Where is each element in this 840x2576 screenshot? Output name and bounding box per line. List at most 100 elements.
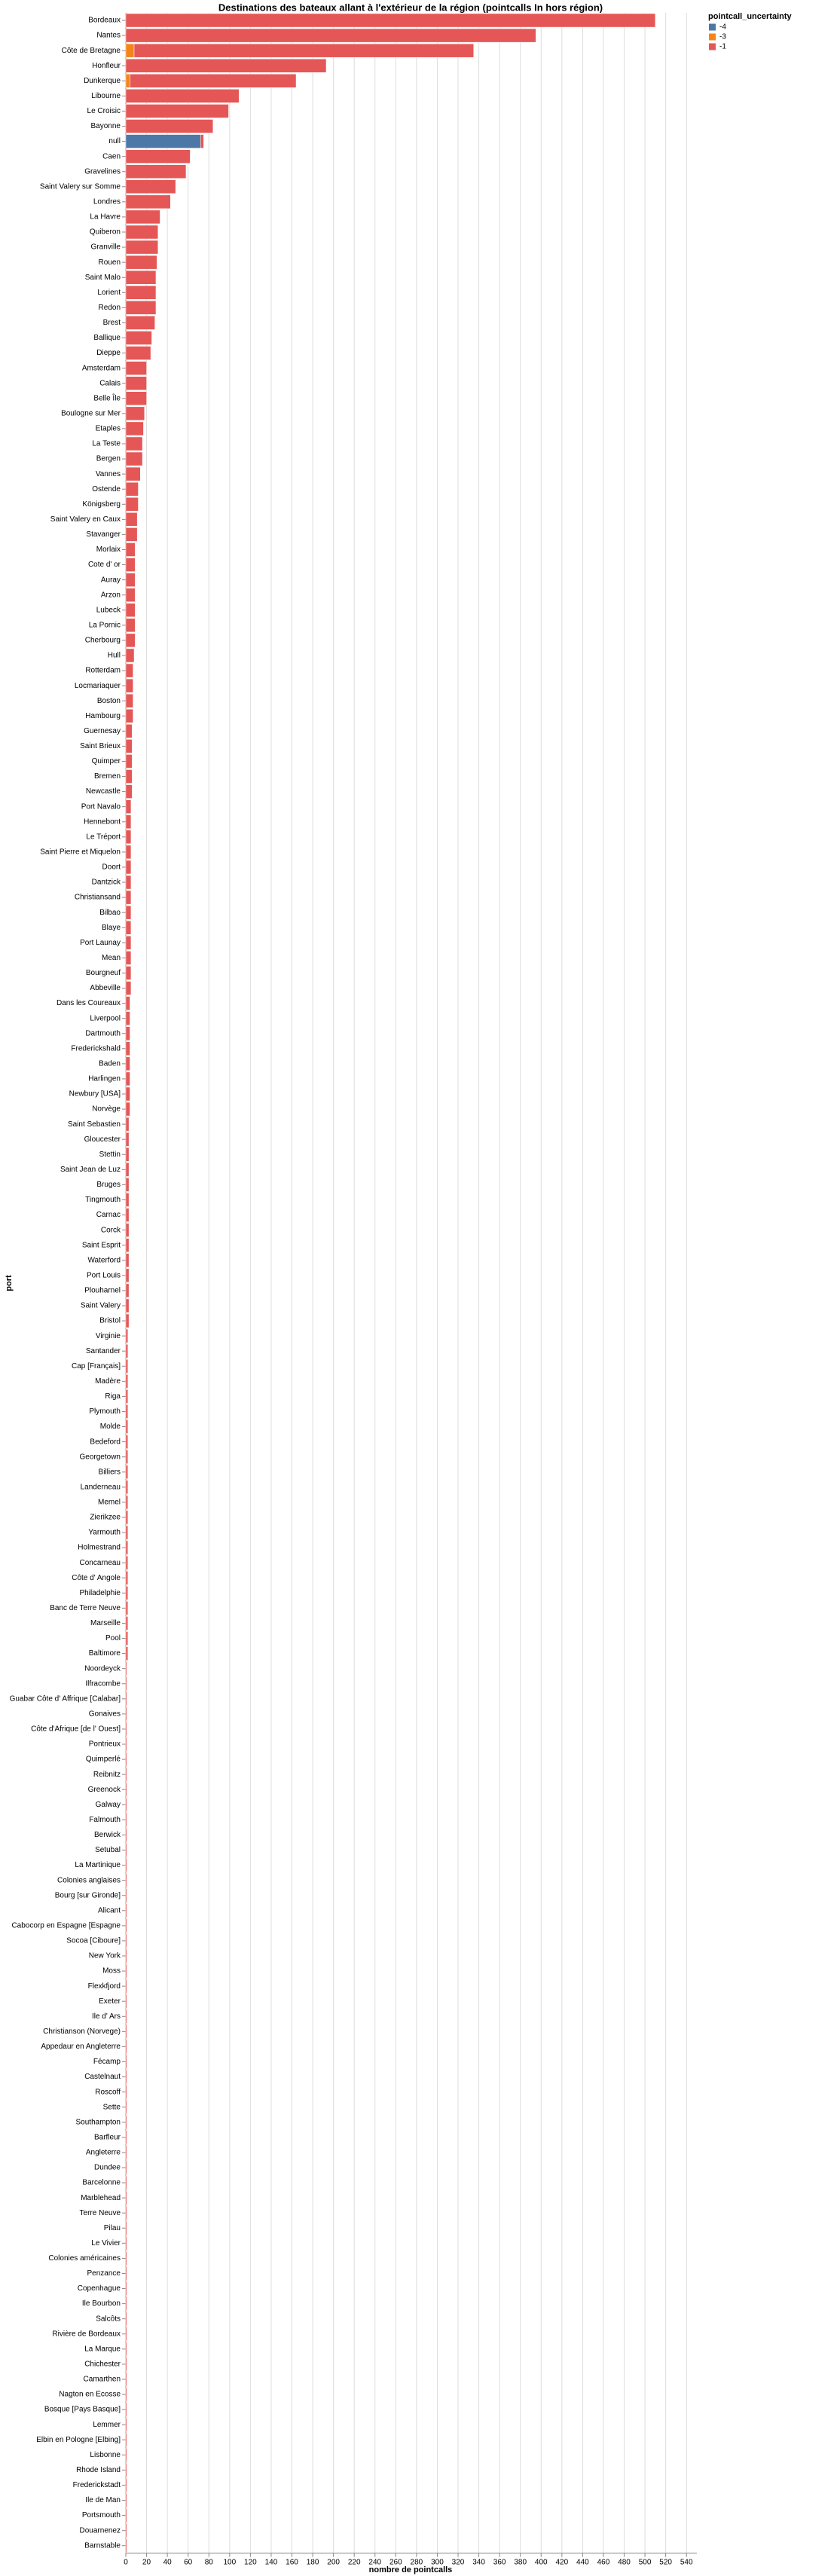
- bar-segment: [125, 1298, 130, 1313]
- bar-segment: [125, 2523, 127, 2538]
- bar-segment: [125, 2387, 127, 2402]
- bar-segment: [125, 1147, 130, 1162]
- bar-segment: [125, 1071, 130, 1086]
- y-tick-label: Baden: [99, 1060, 121, 1068]
- y-tick-label: Guabar Côte d' Affrique [Calabar]: [10, 1694, 121, 1703]
- y-tick-label: Pontrieux: [89, 1740, 121, 1749]
- bar-segment: [125, 1858, 127, 1872]
- y-tick-label: Flexkfjord: [88, 1982, 121, 1991]
- bar-segment: [125, 1948, 127, 1963]
- y-tick-label: Colonies anglaises: [57, 1876, 121, 1884]
- y-tick-label: Cabocorp en Espagne [Espagne: [11, 1921, 121, 1930]
- x-tick-label: 0: [124, 2558, 128, 2566]
- y-tick-label: Christianson (Norvege): [43, 2027, 121, 2036]
- y-tick-label: Rivière de Bordeaux: [52, 2330, 121, 2338]
- bar-segment: [125, 2327, 127, 2342]
- y-tick-label: Greenock: [88, 1786, 121, 1794]
- y-tick-label: Hull: [108, 652, 121, 660]
- y-tick-label: Locmariaquer: [75, 682, 121, 690]
- x-tick-label: 220: [348, 2558, 361, 2566]
- bar-segment: [125, 1102, 130, 1117]
- bar-segment: [125, 1480, 129, 1495]
- bar-segment: [125, 1041, 130, 1056]
- bar-segment: [125, 527, 138, 542]
- bar-segment: [125, 331, 152, 345]
- x-tick-label: 480: [618, 2558, 631, 2566]
- y-tick-label: Rotterdam: [85, 667, 121, 675]
- bar-segment: [125, 905, 132, 920]
- bar-segment: [125, 2342, 127, 2357]
- bar-segment: [125, 2145, 127, 2160]
- bar-segment: [125, 2251, 127, 2266]
- y-tick-label: Virginie: [96, 1332, 121, 1340]
- bar-segment: [125, 13, 656, 28]
- y-tick-label: Concarneau: [80, 1559, 121, 1567]
- bar-segment: [125, 1737, 127, 1752]
- bar-segment: [125, 2070, 127, 2084]
- bar-segment: [125, 2448, 127, 2462]
- y-tick-label: Honfleur: [92, 62, 121, 70]
- y-tick-label: La Havre: [90, 213, 121, 222]
- bar-segment: [125, 2296, 127, 2311]
- y-tick-label: Cap [Français]: [72, 1362, 121, 1371]
- bar-segment: [125, 573, 136, 587]
- bar-segment: [125, 1056, 130, 1071]
- bar-segment: [125, 89, 240, 103]
- bar-segment: [125, 1117, 130, 1132]
- y-tick-label: Ballique: [93, 334, 121, 342]
- bar-segment: [125, 1601, 129, 1615]
- y-tick-label: Saint Valery en Caux: [50, 515, 121, 524]
- y-tick-label: Riga: [105, 1392, 121, 1401]
- x-tick-label: 540: [680, 2558, 693, 2566]
- bar-segment: [125, 951, 132, 965]
- bar-segment: [125, 2266, 127, 2281]
- bar-segment: [125, 2130, 127, 2145]
- y-tick-label: Vannes: [96, 470, 121, 478]
- bar-segment: [125, 1963, 127, 1979]
- bar-segment: [125, 179, 176, 194]
- bar-segment: [125, 2205, 127, 2220]
- y-tick-label: Frederickshald: [71, 1044, 121, 1053]
- y-tick-label: Arzon: [101, 591, 121, 599]
- y-tick-label: Ile d' Ars: [92, 2012, 121, 2021]
- bar-segment: [125, 28, 536, 43]
- bar-segment: [125, 1208, 130, 1222]
- y-tick-label: La Teste: [92, 440, 121, 448]
- y-tick-label: Christiansand: [75, 894, 121, 902]
- x-tick-label: 280: [411, 2558, 423, 2566]
- bar-segment: [125, 1465, 129, 1480]
- y-tick-label: Marblehead: [81, 2194, 121, 2202]
- bar-segment: [125, 1132, 130, 1147]
- bar-segment: [125, 2372, 127, 2387]
- y-tick-label: Saint Valery: [81, 1302, 121, 1310]
- bar-segment: [125, 1525, 129, 1540]
- bar-segment: [125, 2040, 127, 2054]
- y-tick-label: Quiberon: [90, 228, 121, 237]
- y-tick-label: Socoa [Ciboure]: [66, 1937, 121, 1945]
- bar-segment: [125, 346, 151, 360]
- x-tick-label: 500: [639, 2558, 652, 2566]
- legend-label: -3: [719, 33, 726, 41]
- x-tick-label: 80: [205, 2558, 214, 2566]
- bar-segment: [125, 1586, 129, 1600]
- y-tick-label: Frederickstadt: [73, 2481, 121, 2489]
- y-tick-label: Georgetown: [80, 1453, 121, 1461]
- y-tick-label: Gonaives: [89, 1710, 121, 1719]
- y-tick-label: Holmestrand: [78, 1544, 121, 1552]
- y-tick-label: Alicant: [98, 1906, 121, 1914]
- y-tick-label: Saint Esprit: [82, 1241, 121, 1249]
- bar-segment: [125, 981, 132, 995]
- bar-segment: [125, 1178, 130, 1192]
- y-tick-label: La Pornic: [89, 621, 121, 629]
- bar-segment: [125, 119, 214, 133]
- bar-segment: [125, 1510, 129, 1525]
- legend-swatch: [709, 23, 716, 31]
- y-tick-label: Portsmouth: [82, 2511, 121, 2519]
- y-tick-label: Philadelphie: [80, 1589, 121, 1597]
- y-tick-label: Roscoff: [95, 2088, 121, 2096]
- y-tick-label: Harlingen: [88, 1075, 121, 1083]
- x-tick-label: 460: [597, 2558, 610, 2566]
- y-tick-label: Ile de Man: [85, 2496, 121, 2504]
- bar-segment: [125, 1253, 130, 1268]
